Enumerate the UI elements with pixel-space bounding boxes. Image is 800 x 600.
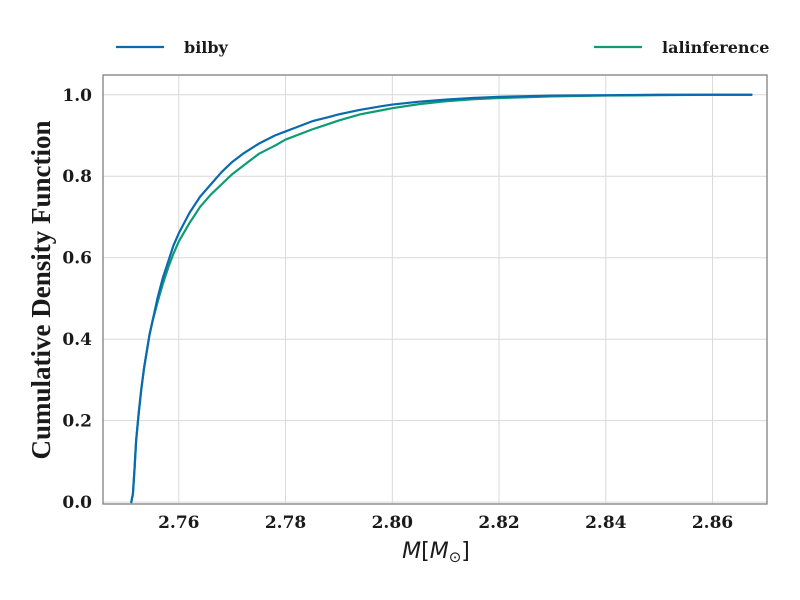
x-axis-label: M[M⊙] <box>402 539 470 566</box>
x-tick-label: 2.76 <box>158 513 199 533</box>
y-tick-label: 0.2 <box>62 412 92 432</box>
x-tick-label: 2.84 <box>585 513 627 533</box>
x-tick-label: 2.86 <box>692 513 733 533</box>
x-tick-label: 2.82 <box>478 513 519 533</box>
series-line-lalinference <box>130 93 753 504</box>
legend-label-bilby: bilby <box>184 38 229 57</box>
legend: bilby lalinference <box>116 38 769 57</box>
y-axis-ticks: 0.0 0.2 0.4 0.6 0.8 1.0 <box>62 86 92 513</box>
x-tick-label: 2.78 <box>265 513 306 533</box>
y-tick-label: 0.8 <box>62 167 92 187</box>
plot-frame <box>102 74 768 505</box>
y-tick-label: 0.4 <box>62 330 92 350</box>
grid-lines <box>103 75 767 504</box>
y-tick-label: 1.0 <box>62 86 92 106</box>
y-axis-label: Cumulative Density Function <box>26 120 56 459</box>
x-tick-label: 2.80 <box>372 513 414 533</box>
series-lines <box>130 93 753 504</box>
legend-label-lalinference: lalinference <box>662 38 769 57</box>
x-axis-ticks: 2.76 2.78 2.80 2.82 2.84 2.86 <box>158 513 733 533</box>
series-line-bilby <box>130 93 753 504</box>
y-tick-label: 0.6 <box>62 249 92 269</box>
y-tick-label: 0.0 <box>62 493 92 513</box>
